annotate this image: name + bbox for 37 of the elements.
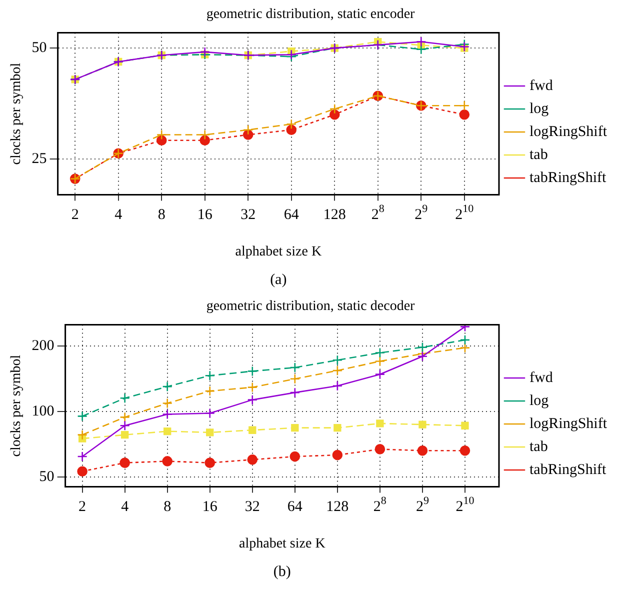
x-tick-label: 2	[71, 206, 79, 223]
x-tick-label: 16	[197, 206, 213, 223]
legend-label: log	[529, 100, 550, 117]
legend-label: tab	[529, 438, 548, 455]
x-tick-label: 16	[202, 498, 218, 515]
legend-label: logRingShift	[529, 416, 608, 432]
y-axis-title: clocks per symbol	[9, 354, 24, 457]
x-tick-label: 32	[240, 206, 256, 223]
chart-title: geometric distribution, static decoder	[206, 299, 416, 314]
text: (a)	[270, 272, 287, 288]
legend-label: log	[529, 392, 550, 409]
chart-title: geometric distribution, static encoder	[206, 7, 416, 22]
y-axis-title: clocks per symbol	[9, 62, 24, 165]
x-tick-label: 128	[323, 206, 346, 223]
y-tick-label: 25	[32, 151, 47, 168]
x-tick-label: 64	[284, 206, 300, 223]
x-tick-label: 2	[78, 498, 86, 515]
x-tick-label: 4	[114, 206, 123, 223]
text: (b)	[273, 564, 291, 580]
x-tick-label: 8	[164, 498, 172, 515]
legend-label: tab	[529, 146, 548, 163]
legend-label: tabRingShift	[529, 462, 607, 478]
legend-label: tabRingShift	[529, 170, 607, 186]
legend-label: fwd	[529, 78, 554, 94]
x-tick-label: 32	[244, 498, 260, 515]
y-tick-label: 50	[32, 40, 47, 56]
y-tick-label: 50	[39, 468, 54, 485]
x-tick-label: 128	[326, 498, 349, 515]
y-tick-label: 100	[32, 403, 54, 420]
x-axis-title: alphabet size K	[235, 244, 322, 260]
legend-label: fwd	[529, 370, 554, 386]
x-axis-title: alphabet size K	[238, 536, 326, 552]
x-tick-label: 4	[121, 498, 130, 515]
x-tick-label: 64	[287, 498, 303, 515]
x-tick-label: 8	[158, 206, 166, 223]
y-tick-label: 200	[32, 338, 54, 354]
legend-label: logRingShift	[529, 124, 608, 140]
